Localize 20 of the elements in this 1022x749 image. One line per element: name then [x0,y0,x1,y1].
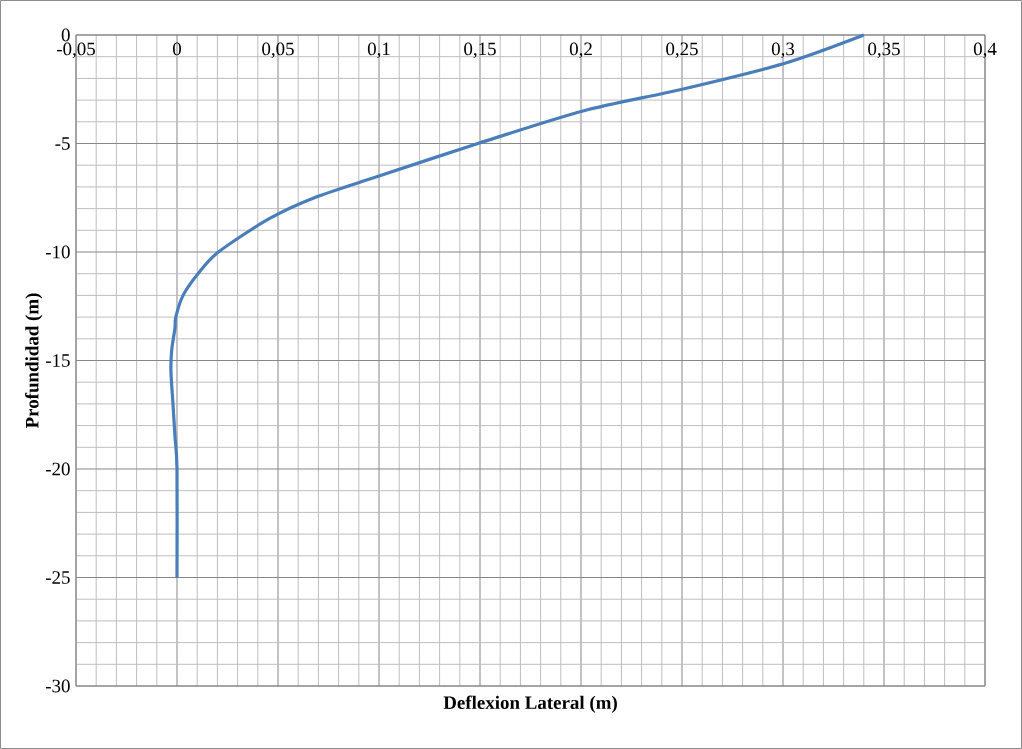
x-tick-label: 0,15 [464,42,496,59]
x-tick-label: 0 [172,42,181,56]
x-tick-label: 0,4 [973,42,997,59]
y-tick-label: -25 [45,571,70,584]
x-tick-label: 0,35 [868,42,900,59]
x-tick-label: 0,05 [262,42,294,59]
y-tick-label: -15 [45,354,70,367]
x-tick-label: 0,25 [666,42,698,59]
line-series [169,33,866,580]
y-axis-title: Profundidad (m) [25,293,43,429]
y-tick-label: 0 [61,28,70,42]
y-tick-label: -5 [55,137,70,150]
y-tick-label: -30 [45,679,70,693]
x-tick-label: 0,1 [367,42,390,59]
x-tick-label: -0,05 [56,42,95,59]
y-tick-label: -20 [45,462,70,476]
y-tick-label: -10 [45,245,70,259]
x-tick-label: 0,2 [569,42,592,59]
x-tick-label: 0,3 [771,42,795,59]
x-axis-title: Deflexion Lateral (m) [443,695,617,713]
